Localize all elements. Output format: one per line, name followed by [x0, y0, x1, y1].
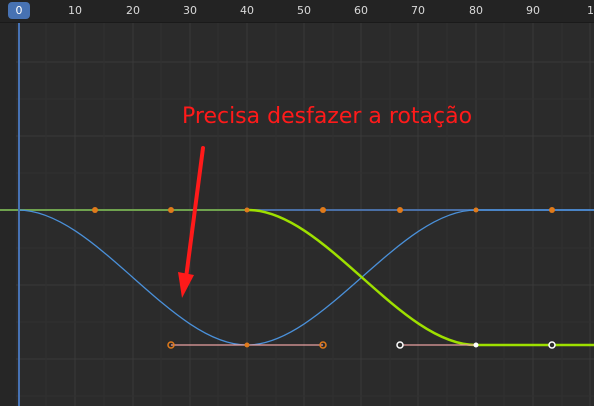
ruler-label: 90 — [526, 4, 540, 17]
keyframe-handle — [167, 341, 175, 349]
ruler-label: 60 — [354, 4, 368, 17]
annotation-arrow — [178, 146, 205, 298]
keyframe — [244, 342, 250, 348]
keyframe — [244, 207, 250, 213]
keyframe-handle — [320, 207, 326, 213]
keyframe-handle-selected — [396, 341, 404, 349]
keyframe-handle — [319, 341, 327, 349]
keyframe-handle-selected — [548, 341, 556, 349]
keyframes-bottom — [167, 341, 556, 349]
current-frame-indicator[interactable]: 0 — [8, 2, 30, 19]
green-curve — [247, 208, 594, 347]
ruler-label: 10 — [587, 4, 594, 17]
ruler-label: 40 — [240, 4, 254, 17]
keyframe-handle — [549, 207, 555, 213]
keyframe — [473, 207, 479, 213]
frame-ruler[interactable]: 0 10 20 30 40 50 60 70 80 90 10 — [0, 0, 594, 23]
ruler-label: 20 — [126, 4, 140, 17]
keyframe-selected — [473, 342, 479, 348]
keyframe-handle — [397, 207, 403, 213]
keyframes-top — [92, 207, 555, 213]
ruler-label: 80 — [469, 4, 483, 17]
ruler-label: 10 — [68, 4, 82, 17]
ruler-label: 70 — [411, 4, 425, 17]
ruler-label: 50 — [297, 4, 311, 17]
annotation-text: Precisa desfazer a rotação — [182, 104, 473, 129]
keyframe-handle — [92, 207, 98, 213]
keyframe-handle — [168, 207, 174, 213]
channel-strip — [0, 23, 16, 406]
grid — [16, 23, 594, 406]
ruler-label: 30 — [183, 4, 197, 17]
